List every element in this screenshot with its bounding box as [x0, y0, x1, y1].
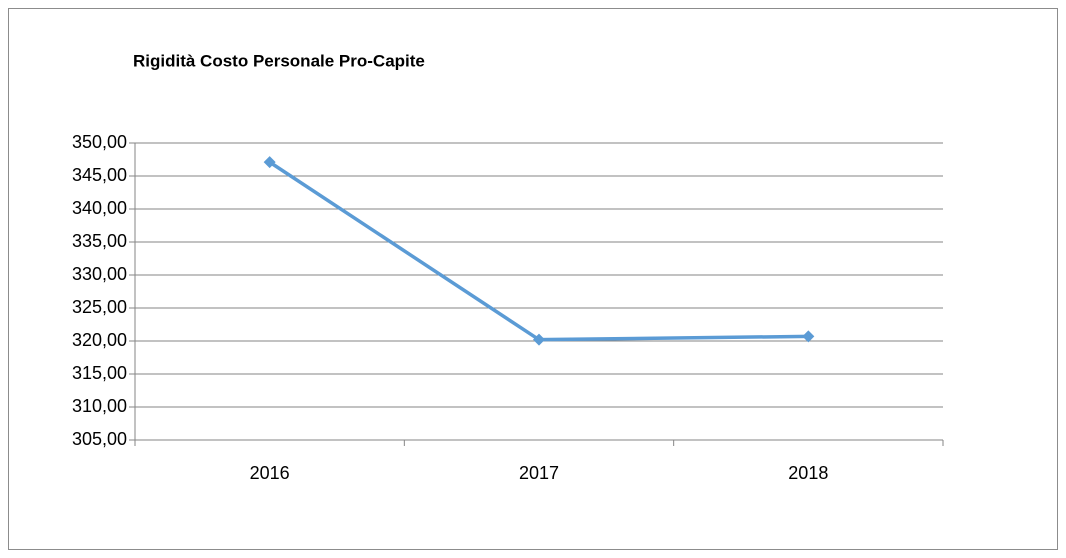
y-tick-label: 340,00 — [72, 198, 127, 218]
chart-frame — [8, 8, 1058, 550]
y-tick-label: 330,00 — [72, 264, 127, 284]
y-tick-label: 325,00 — [72, 297, 127, 317]
y-tick-label: 310,00 — [72, 396, 127, 416]
chart-title: Rigidità Costo Personale Pro-Capite — [133, 51, 425, 70]
y-tick-label: 335,00 — [72, 231, 127, 251]
y-tick-label: 345,00 — [72, 165, 127, 185]
x-tick-label: 2016 — [250, 463, 290, 483]
y-tick-label: 305,00 — [72, 429, 127, 449]
x-tick-label: 2017 — [519, 463, 559, 483]
y-tick-label: 320,00 — [72, 330, 127, 350]
data-point — [533, 333, 545, 346]
y-tick-label: 350,00 — [72, 132, 127, 152]
y-tick-label: 315,00 — [72, 363, 127, 383]
x-tick-label: 2018 — [788, 463, 828, 483]
data-point — [802, 330, 815, 343]
data-point — [263, 156, 276, 169]
